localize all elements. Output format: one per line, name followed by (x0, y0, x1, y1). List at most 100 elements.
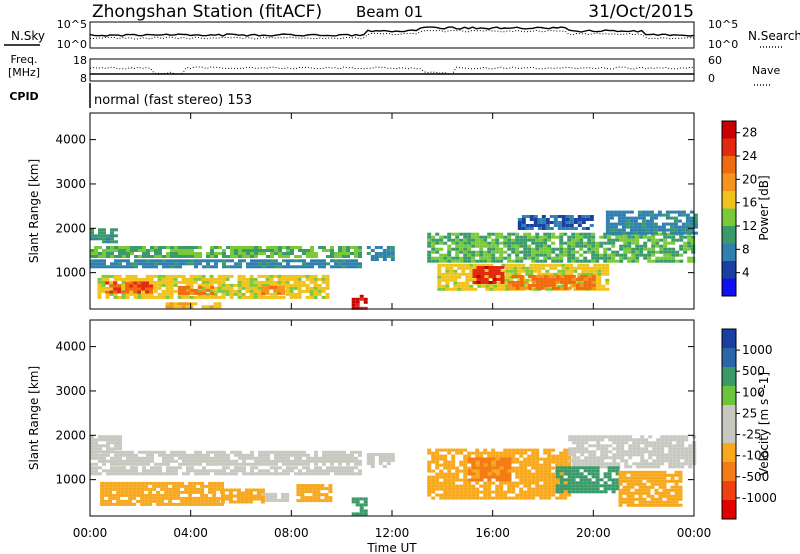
power-region-0-cell (102, 249, 106, 252)
velocity-region-6-cell (320, 487, 325, 491)
velocity-region-9-cell (439, 457, 444, 461)
velocity-region-9-cell (495, 457, 500, 461)
velocity-region-9-cell (455, 490, 460, 494)
velocity-region-0-cell (146, 450, 150, 454)
velocity-region-1-cell (178, 466, 182, 470)
power-region-11-cell (509, 272, 514, 276)
velocity-region-9-cell (531, 460, 536, 464)
power-region-11-cell (517, 263, 522, 267)
power-region-3-cell (169, 280, 174, 284)
velocity-region-9-cell (447, 478, 452, 482)
velocity-region-11-cell (612, 456, 617, 460)
power-region-11-cell (501, 269, 506, 273)
velocity-region-0-cell (130, 456, 134, 460)
velocity-region-0-cell (282, 456, 286, 460)
velocity-region-3-cell (216, 499, 221, 503)
power-region-0-cell (350, 252, 354, 255)
velocity-region-12-cell (559, 490, 564, 494)
velocity-region-3-cell (140, 502, 145, 506)
power-region-10-cell (503, 250, 508, 254)
velocity-region-3-cell (120, 481, 125, 485)
power-region-10-cell (483, 235, 488, 239)
velocity-region-13-cell (642, 488, 647, 492)
power-region-13-cell (591, 280, 596, 284)
velocity-region-0-cell (282, 462, 286, 466)
velocity-region-0-cell (154, 450, 158, 454)
power-region-10-cell (487, 250, 492, 254)
velocity-region-2-cell (102, 435, 106, 439)
power-region-3-cell (237, 280, 242, 284)
velocity-region-0-cell (118, 456, 122, 460)
power-region-13-cell (587, 280, 592, 284)
power-region-11-cell (597, 272, 602, 276)
power-region-14-cell (689, 210, 694, 214)
velocity-region-9-cell (451, 466, 456, 470)
velocity-region-13-cell (638, 482, 643, 486)
power-region-11-cell (465, 275, 470, 279)
power-region-3-cell (313, 286, 318, 290)
velocity-region-6-cell (312, 493, 317, 497)
velocity-region-1-cell (274, 466, 278, 470)
velocity-region-11-cell (664, 441, 669, 445)
velocity-region-9-cell (527, 481, 532, 485)
velocity-region-3-cell (220, 481, 225, 485)
power-region-3-cell (149, 274, 154, 278)
power-region-0-cell (294, 246, 298, 249)
velocity-region-0-cell (286, 450, 290, 454)
velocity-region-13-cell (658, 494, 663, 498)
power-region-14-cell (645, 225, 650, 229)
velocity-region-9-cell (483, 463, 488, 467)
power-region-3-cell (157, 274, 162, 278)
velocity-region-9-cell (523, 451, 528, 455)
power-region-3-cell (305, 277, 310, 281)
velocity-region-9-cell (527, 460, 532, 464)
power-region-10-cell (535, 235, 540, 239)
power-region-14-cell (677, 231, 682, 235)
power-region-10-cell (431, 256, 436, 260)
power-region-1-cell (98, 262, 102, 266)
power-region-1-cell (174, 259, 178, 263)
power-region-0-cell (114, 249, 118, 252)
velocity-region-3-cell (168, 496, 173, 500)
velocity-region-9-cell (475, 451, 480, 455)
power-region-1-cell (354, 262, 358, 266)
velocity-region-13-cell (650, 485, 655, 489)
power-region-10-cell (691, 250, 696, 254)
velocity-region-9-cell (439, 487, 444, 491)
velocity-region-11-cell (676, 453, 681, 457)
power-region-1-cell (118, 262, 122, 266)
power-region-10-cell (487, 244, 492, 248)
velocity-region-12-cell (587, 487, 592, 491)
power-region-10-cell (447, 244, 452, 248)
velocity-region-13-cell (634, 470, 639, 474)
power-region-10-cell (639, 250, 644, 254)
velocity-region-0-cell (158, 462, 162, 466)
power-region-1-cell (170, 262, 174, 266)
power-region-3-cell (241, 277, 246, 281)
velocity-region-0-cell (130, 459, 134, 463)
velocity-region-1-cell (350, 472, 354, 476)
power-region-11-cell (489, 287, 494, 291)
power-region-2-cell (114, 240, 118, 244)
power-colorbar-tick-label: 28 (742, 126, 757, 140)
power-region-1-cell (110, 262, 114, 266)
velocity-region-0-cell (358, 459, 362, 463)
power-region-13-cell (563, 277, 568, 281)
power-region-10-cell (479, 244, 484, 248)
power-region-2-cell (90, 228, 94, 232)
power-region-1-cell (262, 262, 266, 266)
power-region-13-cell (511, 280, 516, 284)
power-region-11-cell (601, 266, 606, 270)
power-region-0-cell (314, 255, 318, 258)
power-region-11-cell (437, 269, 442, 273)
power-region-1-cell (218, 259, 222, 263)
power-region-10-cell (619, 238, 624, 242)
power-region-10-cell (591, 235, 596, 239)
velocity-region-1-cell (142, 472, 146, 476)
power-region-1-cell (290, 259, 294, 263)
velocity-region-9-cell (483, 493, 488, 497)
velocity-region-3-cell (140, 496, 145, 500)
power-region-10-cell (479, 250, 484, 254)
velocity-region-11-cell (652, 450, 657, 454)
power-region-15-cell (537, 224, 542, 227)
